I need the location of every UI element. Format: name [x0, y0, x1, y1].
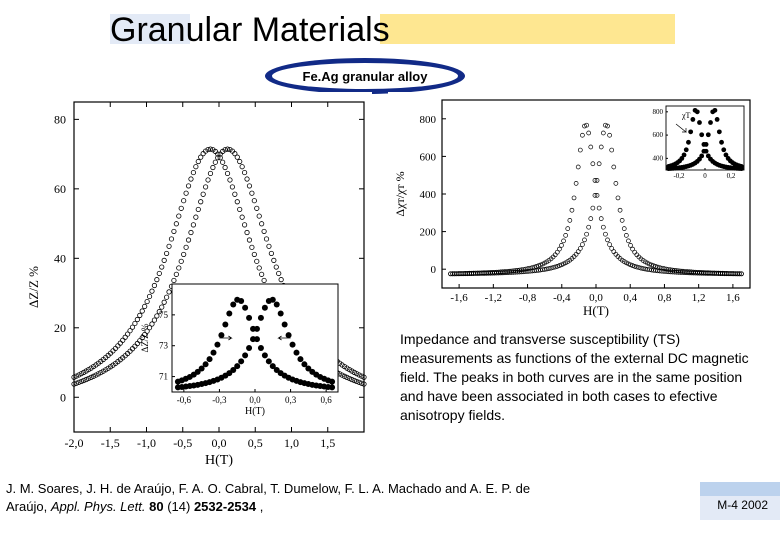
svg-text:75: 75 [159, 310, 169, 320]
svg-text:0: 0 [60, 390, 66, 404]
svg-text:800: 800 [653, 108, 664, 116]
svg-text:0,4: 0,4 [623, 292, 637, 304]
svg-text:400: 400 [653, 154, 664, 162]
alloy-badge-text: Fe.Ag granular alloy [303, 69, 428, 84]
svg-text:800: 800 [420, 114, 437, 126]
svg-text:-2,0: -2,0 [65, 436, 84, 450]
svg-text:χТ: χТ [681, 111, 691, 120]
footer-stripe-top [700, 482, 780, 496]
alloy-badge: Fe.Ag granular alloy [265, 58, 465, 94]
svg-text:1,5: 1,5 [320, 436, 335, 450]
page-title: Granular Materials [110, 11, 390, 50]
svg-text:0,8: 0,8 [658, 292, 672, 304]
svg-text:H(T): H(T) [205, 453, 233, 468]
footer-label: M-4 2002 [717, 498, 768, 512]
svg-text:H(T): H(T) [583, 303, 609, 318]
svg-text:H(T): H(T) [245, 406, 265, 417]
citation-pages: 2532-2534 [194, 499, 256, 514]
svg-text:-0,2: -0,2 [673, 172, 685, 180]
svg-text:0: 0 [703, 172, 707, 180]
alloy-badge-inner: Fe.Ag granular alloy [272, 63, 458, 89]
svg-text:1,2: 1,2 [692, 292, 706, 304]
svg-text:-1,2: -1,2 [485, 292, 502, 304]
chart-susceptibility-svg: -1,6-1,2-0,8-0,40,00,40,81,21,6020040060… [388, 92, 760, 320]
svg-text:0,0: 0,0 [212, 436, 227, 450]
svg-text:0,2: 0,2 [727, 172, 736, 180]
svg-text:600: 600 [420, 151, 437, 163]
chart-impedance: -2,0 -1,5 -1,0 -0,5 0,0 0,5 1,0 1,5 0 20 40 60 80 H(T… [24, 92, 372, 468]
svg-text:0,5: 0,5 [248, 436, 263, 450]
citation-trail: , [260, 499, 264, 514]
svg-text:0: 0 [431, 264, 437, 276]
svg-text:73: 73 [159, 341, 169, 351]
svg-text:-0,3: -0,3 [212, 395, 227, 405]
svg-text:-0,8: -0,8 [519, 292, 537, 304]
svg-text:40: 40 [54, 251, 66, 265]
citation: J. M. Soares, J. H. de Araújo, F. A. O. … [6, 480, 566, 515]
svg-text:ΔZ/Z %: ΔZ/Z % [140, 323, 150, 353]
svg-text:0,0: 0,0 [249, 395, 261, 405]
svg-text:400: 400 [420, 189, 437, 201]
chart-susceptibility: -1,6-1,2-0,8-0,40,00,40,81,21,6020040060… [388, 92, 760, 320]
svg-text:71: 71 [159, 372, 168, 382]
svg-text:60: 60 [54, 182, 66, 196]
svg-text:80: 80 [54, 112, 66, 126]
svg-text:600: 600 [653, 131, 664, 139]
title-highlight-right [380, 14, 675, 44]
citation-issue: (14) [167, 499, 190, 514]
svg-text:-1,0: -1,0 [137, 436, 156, 450]
svg-text:0,3: 0,3 [285, 395, 297, 405]
svg-text:-1,5: -1,5 [101, 436, 120, 450]
svg-text:1,6: 1,6 [726, 292, 740, 304]
svg-text:200: 200 [420, 227, 437, 239]
footer-patch: M-4 2002 [695, 482, 780, 522]
chart-impedance-svg: -2,0 -1,5 -1,0 -0,5 0,0 0,5 1,0 1,5 0 20 40 60 80 H(T… [24, 92, 372, 468]
svg-text:-1,6: -1,6 [450, 292, 468, 304]
svg-text:Δχт/χт %: Δχт/χт % [393, 171, 407, 216]
citation-volume: 80 [149, 499, 163, 514]
citation-journal: Appl. Phys. Lett. [51, 499, 146, 514]
svg-text:1,0: 1,0 [284, 436, 299, 450]
svg-text:ΔZ/Z %: ΔZ/Z % [26, 266, 41, 308]
svg-text:-0,4: -0,4 [553, 292, 571, 304]
svg-text:20: 20 [54, 321, 66, 335]
svg-text:0,6: 0,6 [321, 395, 333, 405]
svg-text:-0,6: -0,6 [177, 395, 192, 405]
figure-description: Impedance and transverse susceptibility … [400, 330, 765, 424]
svg-text:-0,5: -0,5 [173, 436, 192, 450]
title-bar: Granular Materials [110, 8, 650, 52]
